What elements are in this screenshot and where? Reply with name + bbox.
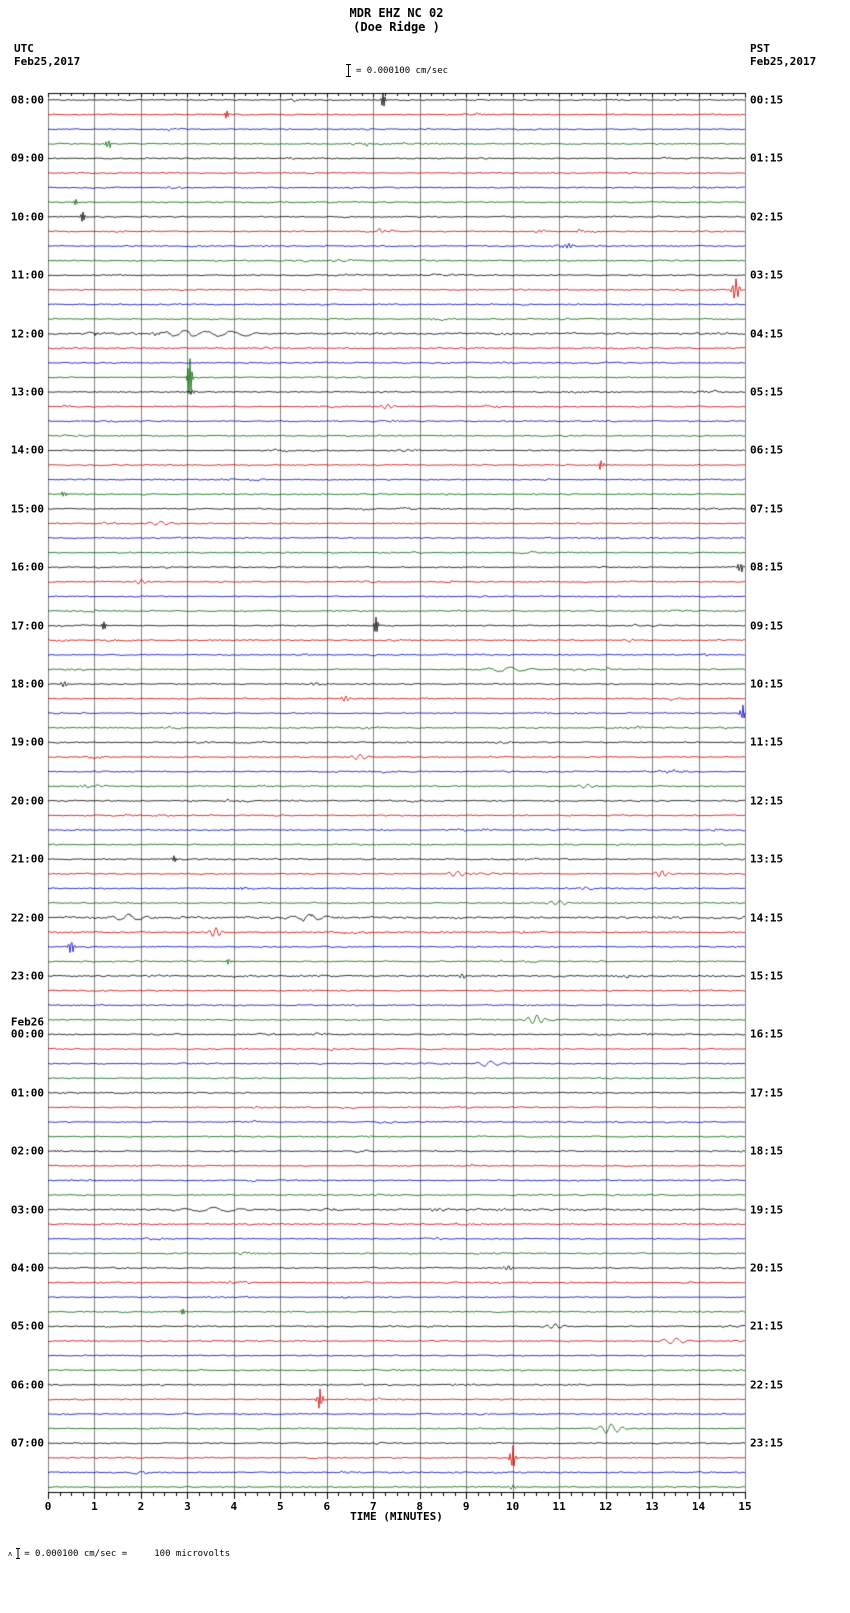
pst-hour-label: 18:15 bbox=[750, 1144, 784, 1158]
utc-hour-label: 09:00 bbox=[10, 151, 44, 165]
pst-hour-label: 13:15 bbox=[750, 852, 784, 866]
pst-hour-label: 21:15 bbox=[750, 1319, 784, 1333]
x-tick-label: 15 bbox=[738, 1500, 752, 1513]
pst-hour-label: 14:15 bbox=[750, 911, 784, 925]
x-axis-label: TIME (MINUTES) bbox=[350, 1510, 443, 1523]
utc-timezone-block: UTC Feb25,2017 bbox=[14, 42, 80, 68]
utc-hour-label: 01:00 bbox=[10, 1086, 44, 1100]
pst-hour-label: 22:15 bbox=[750, 1378, 784, 1392]
pst-hour-label: 10:15 bbox=[750, 677, 784, 691]
x-tick-label: 14 bbox=[691, 1500, 706, 1513]
utc-hour-label: 05:00 bbox=[10, 1319, 44, 1333]
pst-hour-label: 06:15 bbox=[750, 443, 784, 457]
utc-hour-label: 23:00 bbox=[10, 969, 44, 983]
x-tick-label: 7 bbox=[369, 1500, 377, 1513]
x-tick-label: 13 bbox=[645, 1500, 659, 1513]
x-tick-label: 4 bbox=[230, 1500, 238, 1513]
x-tick-label: 0 bbox=[44, 1500, 52, 1513]
station-title: MDR EHZ NC 02 bbox=[349, 6, 444, 20]
utc-date: Feb25,2017 bbox=[14, 55, 81, 68]
x-tick-label: 10 bbox=[506, 1500, 520, 1513]
utc-hour-label: 18:00 bbox=[10, 677, 44, 691]
utc-hour-label: 22:00 bbox=[10, 911, 44, 925]
x-tick-label: 5 bbox=[277, 1500, 284, 1513]
x-tick-label: 3 bbox=[184, 1500, 191, 1513]
utc-hour-label: 03:00 bbox=[10, 1203, 44, 1217]
footer-prefix: ʌ bbox=[8, 1549, 13, 1558]
pst-hour-label: 15:15 bbox=[750, 969, 784, 983]
footer-note: = 0.000100 cm/sec = 100 microvolts bbox=[24, 1548, 231, 1559]
pst-hour-label: 00:15 bbox=[750, 93, 784, 107]
x-tick-label: 2 bbox=[137, 1500, 145, 1513]
utc-hour-label: 21:00 bbox=[10, 852, 44, 866]
pst-hour-label: 03:15 bbox=[750, 268, 784, 282]
pst-date: Feb25,2017 bbox=[750, 55, 817, 68]
pst-hour-label: 12:15 bbox=[750, 794, 784, 808]
utc-hour-label: 15:00 bbox=[10, 502, 44, 516]
pst-hour-label: 23:15 bbox=[750, 1436, 784, 1450]
utc-label: UTC bbox=[14, 42, 34, 55]
pst-hour-label: 11:15 bbox=[750, 735, 784, 749]
utc-hour-label: 16:00 bbox=[10, 560, 44, 574]
utc-hour-label: 13:00 bbox=[10, 385, 44, 399]
x-tick-label: 1 bbox=[91, 1500, 98, 1513]
pst-hour-label: 16:15 bbox=[750, 1027, 784, 1041]
footer-scale-bracket-icon bbox=[16, 1548, 21, 1559]
pst-hour-label: 01:15 bbox=[750, 151, 784, 165]
pst-hour-label: 08:15 bbox=[750, 560, 784, 574]
pst-label: PST bbox=[750, 42, 770, 55]
scale-text: = 0.000100 cm/sec bbox=[355, 65, 449, 76]
utc-hour-label: 04:00 bbox=[10, 1261, 44, 1275]
utc-hour-label: 02:00 bbox=[10, 1144, 44, 1158]
utc-hour-label: 17:00 bbox=[10, 619, 44, 633]
utc-hour-label: 00:00 bbox=[10, 1027, 44, 1041]
utc-hour-label: 19:00 bbox=[10, 735, 44, 749]
pst-hour-label: 05:15 bbox=[750, 385, 784, 399]
x-tick-label: 8 bbox=[416, 1500, 424, 1513]
utc-hour-label: 20:00 bbox=[10, 794, 44, 808]
x-tick-label: 6 bbox=[323, 1500, 331, 1513]
pst-hour-label: 02:15 bbox=[750, 210, 784, 224]
pst-timezone-block: PST Feb25,2017 bbox=[750, 42, 816, 68]
x-tick-label: 9 bbox=[462, 1500, 470, 1513]
pst-hour-label: 17:15 bbox=[750, 1086, 784, 1100]
utc-hour-label: 11:00 bbox=[10, 268, 44, 282]
pst-hour-label: 09:15 bbox=[750, 619, 784, 633]
scale-line: = 0.000100 cm/sec bbox=[48, 64, 745, 80]
pst-hour-label: 04:15 bbox=[750, 327, 784, 341]
utc-hour-label: 08:00 bbox=[10, 93, 44, 107]
utc-hour-label: 14:00 bbox=[10, 443, 44, 457]
utc-hour-label: 06:00 bbox=[10, 1378, 44, 1392]
pst-hour-label: 20:15 bbox=[750, 1261, 784, 1275]
station-subtitle: (Doe Ridge ) bbox=[353, 20, 440, 34]
pst-hour-label: 07:15 bbox=[750, 502, 784, 516]
x-tick-label: 12 bbox=[598, 1500, 613, 1513]
x-tick-label: 11 bbox=[552, 1500, 566, 1513]
scale-bracket-icon bbox=[345, 64, 351, 77]
pst-hour-label: 19:15 bbox=[750, 1203, 784, 1217]
footer-scale-note: ʌ = 0.000100 cm/sec = 100 microvolts bbox=[8, 1548, 230, 1559]
utc-hour-label: 07:00 bbox=[10, 1436, 44, 1450]
utc-hour-label: 12:00 bbox=[10, 327, 44, 341]
utc-hour-label: 10:00 bbox=[10, 210, 44, 224]
utc-day-label: Feb26 bbox=[10, 1015, 44, 1029]
